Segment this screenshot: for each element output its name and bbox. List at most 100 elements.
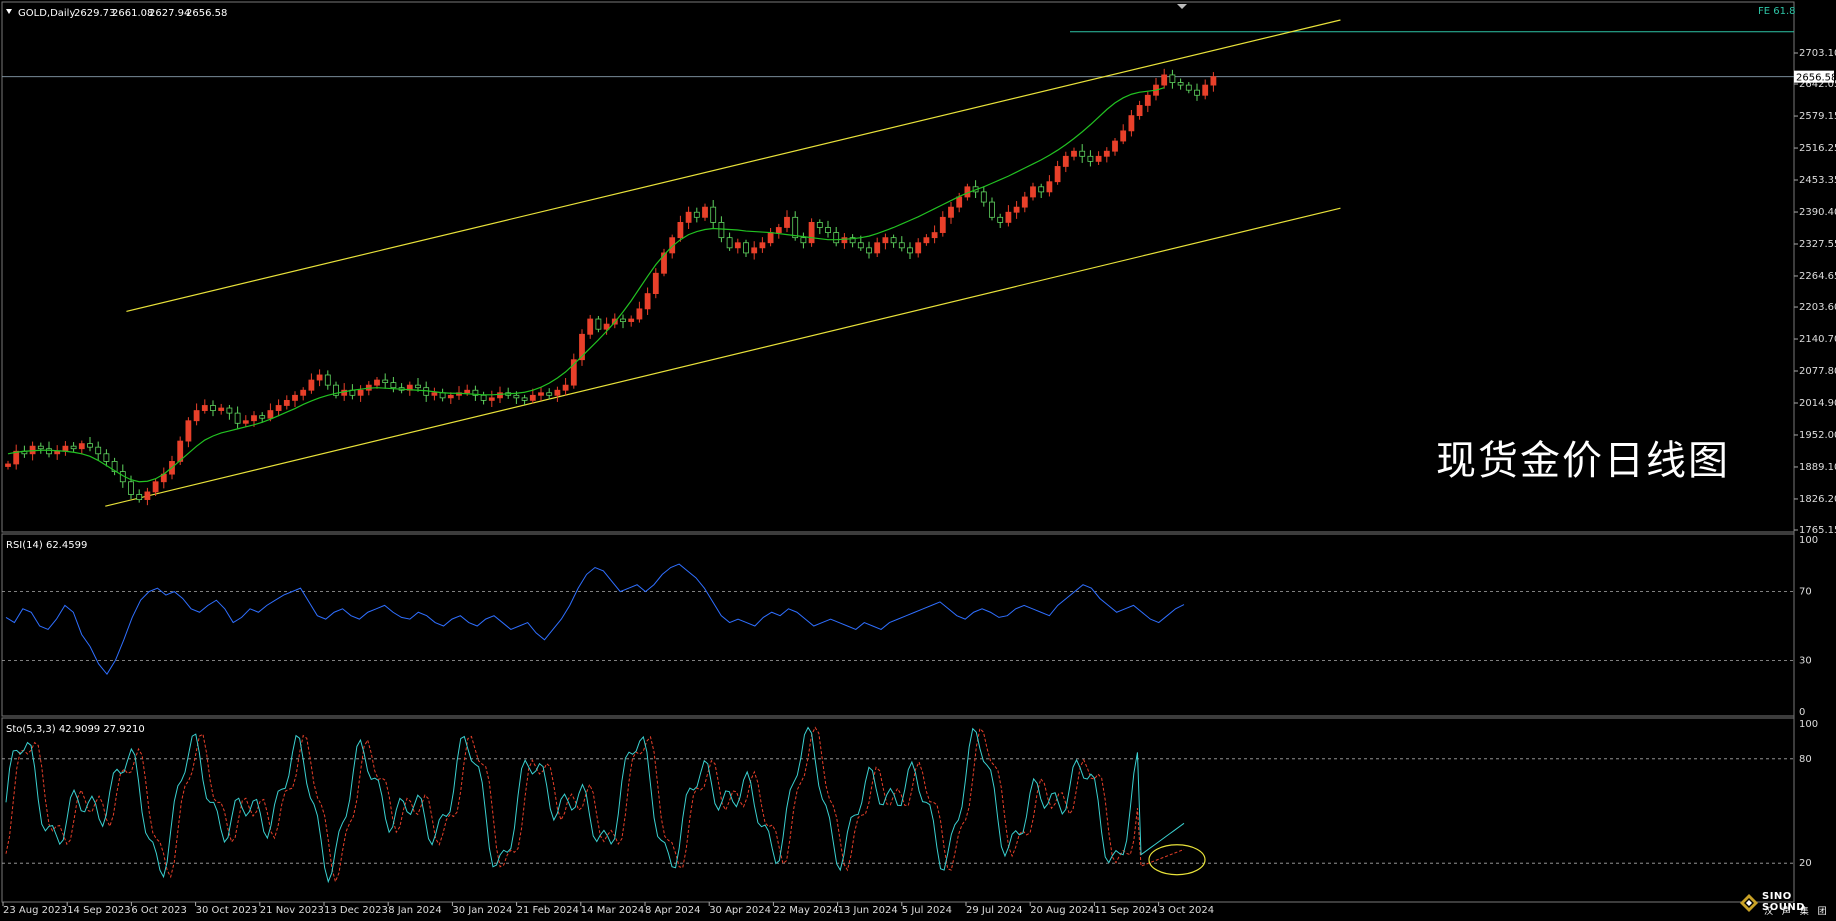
candle-body (866, 247, 872, 254)
candle-body (562, 384, 569, 391)
candle-body (70, 445, 77, 450)
candle-body (767, 232, 774, 244)
candle-body (710, 206, 717, 223)
ohlc-high: 2661.08 (112, 8, 153, 19)
candle-body (497, 392, 503, 399)
candle-body (882, 237, 889, 244)
candle-body (292, 394, 298, 401)
candle-body (677, 222, 684, 239)
candle-body (95, 446, 102, 455)
candle-body (333, 384, 339, 396)
candle-body (997, 216, 1004, 223)
ohlc-low: 2627.94 (149, 8, 190, 19)
candle-body (439, 392, 446, 399)
candle-body (193, 410, 200, 422)
price-tick-label: 2327.55 (1799, 239, 1836, 250)
candle-body (907, 247, 913, 254)
candle-body (324, 374, 331, 386)
candle-body (1071, 150, 1077, 157)
time-tick-label: 14 Sep 2023 (67, 905, 130, 916)
candle-body (128, 481, 134, 495)
candle-body (267, 410, 274, 419)
price-tick-label: 2579.15 (1799, 111, 1836, 122)
candle-body (218, 407, 225, 411)
candle-body (185, 420, 192, 442)
candle-body (726, 237, 733, 249)
candle-body (980, 191, 987, 203)
time-tick-label: 30 Apr 2024 (709, 905, 771, 916)
candle-body (390, 382, 397, 389)
candle-body (283, 399, 290, 406)
candle-body (300, 389, 307, 396)
candle-body (825, 227, 831, 233)
dropdown-triangle-icon[interactable] (6, 9, 12, 14)
price-tick-label: 2516.25 (1799, 143, 1836, 154)
candle-body (1144, 94, 1151, 106)
candle-body (251, 415, 257, 422)
candle-body (1161, 74, 1168, 86)
candle-body (529, 394, 536, 401)
price-tick-label: 1765.15 (1799, 525, 1836, 536)
candle-body (144, 491, 151, 500)
candle-body (513, 394, 520, 399)
ohlc-open: 2629.73 (74, 8, 115, 19)
candle-body (1177, 82, 1184, 86)
candle-body (833, 232, 840, 244)
candle-body (956, 196, 963, 208)
candle-body (177, 440, 184, 462)
candle-body (652, 272, 659, 295)
channel-lower-line (105, 207, 1341, 507)
candle-body (259, 415, 266, 419)
candle-body (447, 394, 454, 399)
candle-body (841, 237, 848, 244)
candle-body (1013, 206, 1020, 213)
candle-body (374, 379, 380, 386)
candle-body (948, 206, 954, 218)
candle-body (628, 318, 635, 322)
candle-body (1046, 181, 1053, 193)
brand-logo: SINO SOUND 汉 声 集 团 (1738, 890, 1832, 918)
candle-body (718, 222, 725, 239)
rsi-level-label: 100 (1799, 535, 1818, 546)
current-price-label: 2656.58 (1796, 73, 1836, 84)
shift-marker-icon[interactable] (1177, 4, 1187, 9)
stoch-panel[interactable] (1, 717, 1795, 903)
candle-body (587, 318, 594, 335)
time-tick-label: 8 Jan 2024 (388, 905, 442, 916)
price-tick-label: 2014.90 (1799, 398, 1836, 409)
time-tick-label: 22 May 2024 (773, 905, 838, 916)
price-tick-label: 1889.10 (1799, 462, 1836, 473)
candle-body (538, 392, 544, 396)
candle-body (1005, 211, 1012, 223)
stoch-level-label: 80 (1799, 754, 1812, 765)
candle-body (816, 222, 823, 228)
candle-body (275, 405, 282, 411)
candle-body (472, 389, 479, 396)
candle-body (415, 384, 421, 389)
candle-body (784, 216, 790, 228)
candle-body (915, 242, 922, 254)
candle-body (316, 374, 323, 381)
time-tick-label: 29 Jul 2024 (966, 905, 1023, 916)
candle-body (78, 443, 85, 450)
symbol-label: GOLD,Daily (18, 8, 75, 19)
price-tick-label: 2390.40 (1799, 207, 1836, 218)
rsi-panel[interactable] (1, 533, 1795, 717)
candle-body (857, 242, 864, 249)
candle-body (603, 323, 610, 330)
candle-body (1062, 155, 1069, 167)
logo-text-en: SINO SOUND (1762, 891, 1805, 913)
time-tick-label: 21 Feb 2024 (517, 905, 579, 916)
candle-body (87, 443, 93, 448)
stoch-label: Sto(5,3,3) 42.9099 27.9210 (6, 724, 145, 735)
time-tick-label: 21 Nov 2023 (260, 905, 324, 916)
price-tick-label: 2140.70 (1799, 334, 1836, 345)
price-tick-label: 2642.05 (1799, 79, 1836, 90)
candle-body (939, 216, 946, 233)
price-tick-label: 2203.60 (1799, 302, 1836, 313)
time-tick-label: 11 Sep 2024 (1094, 905, 1157, 916)
candle-body (1210, 76, 1217, 86)
candle-body (54, 450, 61, 455)
candle-body (1169, 74, 1176, 83)
